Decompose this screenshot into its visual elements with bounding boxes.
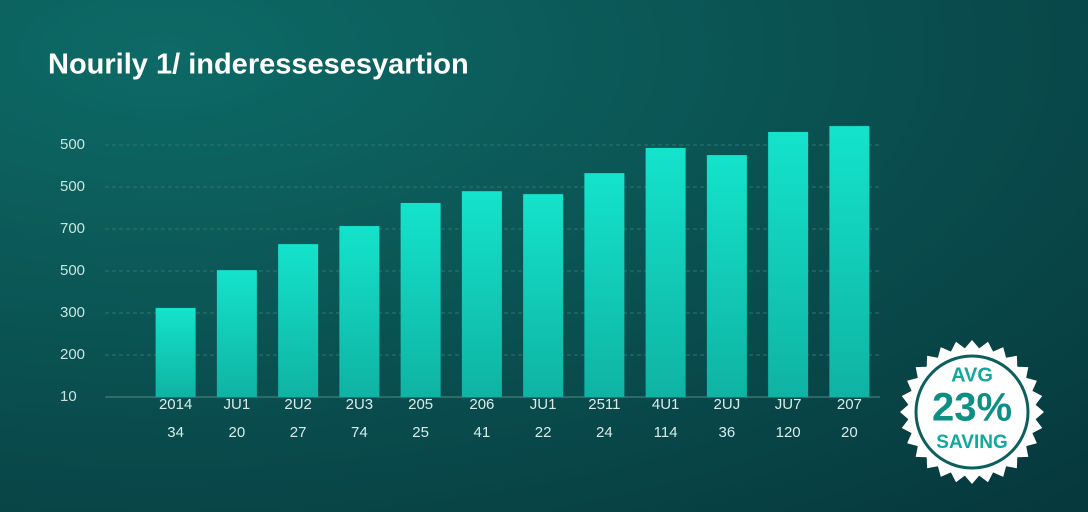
x-tick-label: JU1 bbox=[224, 396, 251, 413]
y-tick-label: 500 bbox=[60, 262, 85, 279]
bar bbox=[278, 244, 319, 397]
bar bbox=[461, 191, 502, 397]
bar bbox=[829, 126, 870, 397]
badge-ring bbox=[914, 354, 1030, 470]
y-tick-label: 10 bbox=[60, 388, 77, 405]
x-tick-label: 205 bbox=[408, 396, 433, 413]
x-tick-label: 2511 bbox=[588, 396, 620, 413]
x-secondary-label: 41 bbox=[474, 424, 491, 441]
x-secondary-label: 120 bbox=[776, 424, 801, 441]
x-secondary-label: 20 bbox=[229, 424, 246, 441]
x-tick-label: 207 bbox=[837, 396, 862, 413]
y-tick-label: 500 bbox=[60, 178, 85, 195]
bar bbox=[400, 202, 441, 397]
y-tick-label: 500 bbox=[60, 136, 85, 153]
badge-starburst bbox=[900, 340, 1044, 484]
bar bbox=[216, 270, 257, 397]
badge-bottom: SAVING bbox=[936, 432, 1007, 453]
x-secondary-label: 114 bbox=[654, 424, 678, 441]
x-tick-label: 206 bbox=[469, 396, 494, 413]
x-secondary-label: 25 bbox=[412, 424, 429, 441]
x-secondary-label: 22 bbox=[535, 424, 552, 441]
x-tick-label: JU7 bbox=[775, 396, 802, 413]
x-secondary-label: 34 bbox=[167, 424, 184, 441]
x-tick-label: JU1 bbox=[530, 396, 557, 413]
x-tick-label: 2014 bbox=[159, 396, 192, 413]
badge-top: AVG bbox=[951, 364, 993, 386]
bar bbox=[768, 131, 809, 398]
bar bbox=[584, 173, 625, 397]
x-secondary-label: 74 bbox=[351, 424, 368, 441]
badge-value: 23% bbox=[932, 386, 1012, 430]
bar bbox=[706, 155, 747, 397]
x-tick-label: 4U1 bbox=[652, 396, 680, 413]
x-secondary-label: 20 bbox=[841, 424, 858, 441]
chart-title: Nourily 1/ inderessesesyartion bbox=[48, 49, 469, 81]
y-tick-label: 300 bbox=[60, 304, 85, 321]
bar bbox=[645, 147, 686, 397]
x-secondary-label: 36 bbox=[719, 424, 736, 441]
x-tick-label: 2U2 bbox=[284, 396, 312, 413]
y-tick-label: 700 bbox=[60, 220, 85, 237]
x-secondary-label: 24 bbox=[596, 424, 613, 441]
bar bbox=[155, 307, 196, 397]
badge: AVG 23% SAVING bbox=[900, 340, 1044, 484]
x-secondary-label: 27 bbox=[290, 424, 307, 441]
bar bbox=[523, 194, 564, 397]
x-tick-label: 2UJ bbox=[714, 396, 741, 413]
x-tick-label: 2U3 bbox=[346, 396, 374, 413]
bar bbox=[339, 226, 380, 397]
y-tick-label: 200 bbox=[60, 346, 85, 363]
